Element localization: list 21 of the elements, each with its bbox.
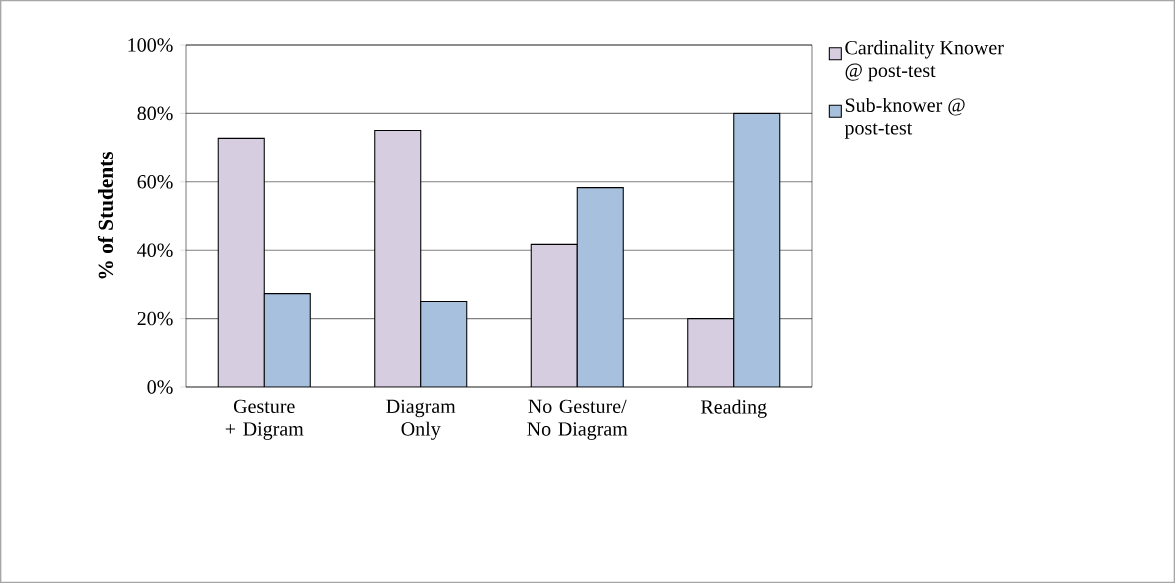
y-tick-label: 60% bbox=[137, 175, 173, 189]
bar bbox=[733, 112, 781, 387]
bar bbox=[687, 318, 735, 387]
x-tick-label: Diagram Only bbox=[386, 399, 456, 440]
y-tick-label: 80% bbox=[137, 106, 173, 121]
y-tick-label: 100% bbox=[128, 38, 173, 52]
legend-label: Cardinality Knower @ post-test bbox=[845, 40, 1004, 82]
bar bbox=[530, 243, 578, 387]
bar bbox=[217, 137, 265, 387]
bar bbox=[420, 300, 468, 387]
bar bbox=[374, 129, 422, 387]
bar bbox=[576, 187, 624, 387]
y-axis-title: % of Students bbox=[97, 151, 114, 279]
y-tick-label: 0% bbox=[147, 380, 173, 394]
x-tick-label: Reading bbox=[701, 399, 767, 418]
y-tick-label: 40% bbox=[137, 243, 173, 257]
legend-label: Sub-knower @ post-test bbox=[844, 97, 965, 139]
x-tick-label: No Gesture/ No Diagram bbox=[527, 399, 628, 440]
y-tick-label: 20% bbox=[137, 311, 173, 326]
bar bbox=[263, 293, 311, 387]
x-tick-label: Gesture + Digram bbox=[225, 399, 304, 440]
